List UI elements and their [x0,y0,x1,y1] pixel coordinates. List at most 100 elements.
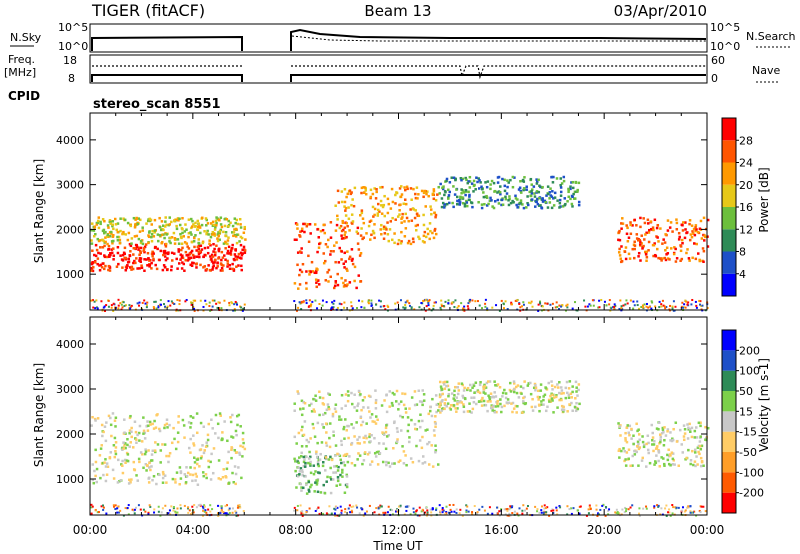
ground-scatter-mark [560,305,563,308]
scatter-mark [331,414,335,418]
scatter-mark [430,444,433,447]
scatter-mark [104,439,108,443]
scatter-mark [234,429,238,433]
scatter-mark [157,239,160,243]
scatter-mark [672,427,675,431]
scatter-mark [194,472,198,476]
scatter-mark [328,436,331,440]
scatter-mark [131,446,135,449]
scatter-mark [94,474,97,478]
scatter-mark [486,400,490,403]
ground-scatter-mark [461,307,464,310]
ground-scatter-mark [387,305,390,308]
ground-scatter-mark [159,303,162,306]
scatter-mark [150,233,154,236]
scatter-mark [334,471,338,474]
scatter-mark [161,476,165,480]
scatter-mark [219,477,223,481]
ground-scatter-mark [176,511,179,514]
ground-scatter-mark [452,301,455,304]
scatter-mark [369,395,372,398]
colorbar-swatch [722,330,736,351]
scatter-mark [450,392,454,395]
ground-scatter-mark [176,299,179,302]
scatter-mark [454,407,457,410]
scatter-mark [353,393,356,396]
ground-scatter-mark [459,508,462,511]
scatter-mark [374,407,378,410]
scatter-mark [633,244,637,247]
scatter-mark [361,217,365,220]
scatter-mark [348,229,351,232]
scatter-mark [334,280,338,283]
scatter-mark [540,206,543,209]
scatter-mark [129,244,133,248]
scatter-mark [224,240,227,244]
scatter-mark [149,423,152,426]
scatter-mark [309,437,312,440]
scatter-mark [370,233,373,237]
ground-scatter-mark [614,304,617,307]
scatter-mark [109,451,113,454]
scatter-mark [145,258,148,261]
scatter-mark [695,436,699,439]
scatter-mark [316,250,319,254]
scatter-mark [149,468,152,472]
scatter-mark [633,256,636,260]
scatter-mark [666,252,670,255]
ground-scatter-mark [224,505,227,508]
ground-scatter-mark [536,510,539,513]
scatter-mark [431,397,434,401]
nsearch-trace [291,35,706,42]
scatter-mark [566,391,569,395]
scatter-mark [104,458,107,461]
ground-scatter-mark [519,306,522,309]
scatter-mark [577,383,581,386]
scatter-mark [325,408,329,412]
scatter-mark [180,227,184,230]
scatter-mark [143,245,147,249]
ground-scatter-mark [347,507,350,510]
ground-scatter-mark [103,305,106,308]
scatter-mark [101,246,105,249]
scatter-mark [128,416,132,420]
scatter-mark [385,393,388,396]
scatter-mark [705,436,708,440]
scatter-mark [147,424,150,428]
scatter-mark [568,403,571,406]
scatter-mark [435,410,438,414]
scatter-mark [398,187,402,190]
ground-scatter-mark [607,509,610,512]
scatter-mark [662,238,665,241]
scatter-mark [339,224,343,228]
scatter-mark [447,392,451,396]
nsky-label: N.Sky [10,31,42,44]
scatter-mark [559,186,563,189]
scatter-mark [318,413,321,417]
scatter-mark [540,403,543,406]
scatter-mark [187,247,191,250]
scatter-mark [119,217,122,220]
scatter-mark [670,451,674,454]
scatter-mark [639,240,642,243]
ground-scatter-mark [668,508,671,511]
scatter-mark [530,189,533,193]
scatter-mark [239,226,243,229]
ground-scatter-mark [102,504,105,507]
scatter-mark [373,187,376,190]
scatter-mark [453,389,456,393]
scatter-mark [99,220,102,224]
scatter-mark [681,223,684,227]
scatter-mark [695,455,698,458]
scatter-mark [334,229,338,232]
ground-scatter-mark [209,510,212,513]
scatter-mark [668,258,671,261]
ground-scatter-mark [105,304,108,307]
scatter-mark [205,218,209,222]
scatter-mark [531,397,534,401]
ground-scatter-mark [551,302,554,305]
ground-scatter-mark [107,305,110,308]
ground-scatter-mark [197,504,200,507]
